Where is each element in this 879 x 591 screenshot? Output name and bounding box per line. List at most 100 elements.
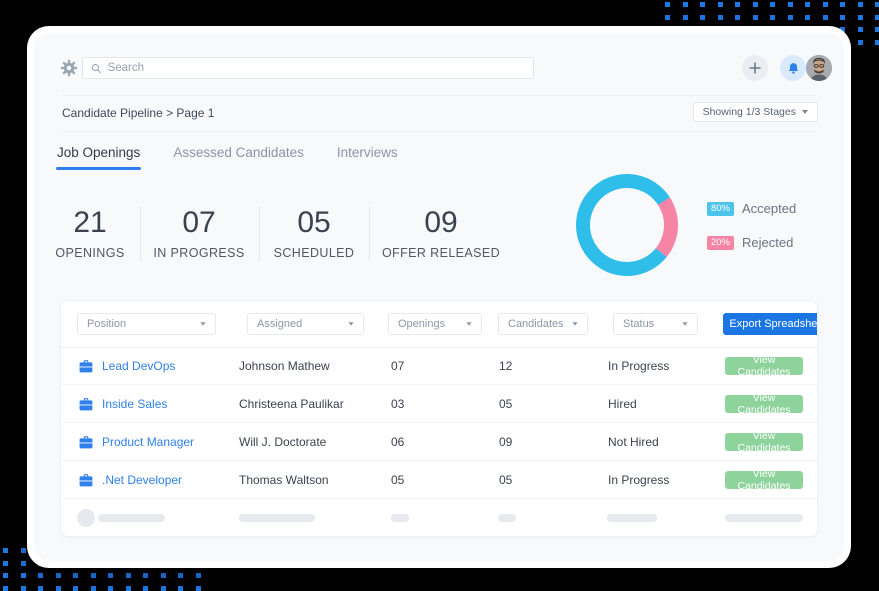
decor-dot — [55, 585, 61, 591]
stages-dropdown[interactable]: Showing 1/3 Stages — [692, 102, 818, 122]
add-button[interactable] — [742, 55, 768, 81]
filter-status[interactable]: Status — [613, 313, 698, 335]
decor-dot — [857, 2, 863, 7]
search-input[interactable] — [107, 62, 525, 74]
tab-assessed-candidates[interactable]: Assessed Candidates — [173, 145, 304, 160]
decor-dot — [195, 573, 201, 578]
decor-dot — [73, 585, 78, 591]
decor-dot — [840, 2, 845, 7]
stat-label: SCHEDULED — [273, 246, 355, 260]
decor-dot — [787, 14, 793, 20]
app-window: Candidate Pipeline > Page 1 Showing 1/3 … — [27, 26, 851, 568]
decor-dot — [822, 14, 828, 20]
candidates-cell: 05 — [499, 397, 513, 411]
notifications-button[interactable] — [780, 55, 806, 81]
offer-outcome-donut-chart — [576, 174, 678, 276]
legend-label: Accepted — [742, 201, 797, 216]
filter-openings[interactable]: Openings — [388, 313, 482, 335]
legend-rejected: 20% Rejected — [707, 235, 793, 250]
position-link[interactable]: Inside Sales — [79, 385, 167, 423]
skeleton-bar — [725, 514, 803, 522]
chevron-down-icon — [682, 322, 688, 326]
decor-dot — [20, 573, 26, 578]
briefcase-icon — [79, 397, 93, 410]
rejected-percent-badge: 20% — [707, 235, 734, 250]
assigned-cell: Thomas Waltson — [239, 473, 329, 487]
openings-cell: 06 — [391, 435, 405, 449]
position-label: Lead DevOps — [102, 359, 176, 373]
view-candidates-button[interactable]: View Candidates — [725, 392, 803, 416]
openings-cell: 03 — [391, 397, 405, 411]
stat-value: 05 — [297, 206, 331, 239]
filter-assigned[interactable]: Assigned — [247, 313, 364, 335]
skeleton-bar — [98, 514, 165, 522]
filter-candidates[interactable]: Candidates — [498, 313, 588, 335]
stat-divider — [369, 207, 370, 261]
decor-dot — [735, 14, 740, 20]
position-link[interactable]: Lead DevOps — [79, 347, 175, 385]
decor-dot — [857, 27, 863, 32]
decor-dot — [875, 27, 879, 32]
chevron-down-icon — [200, 322, 206, 326]
plus-icon — [749, 62, 761, 74]
decor-dot — [805, 2, 810, 7]
decor-dot — [857, 39, 863, 45]
decor-dot — [787, 2, 793, 7]
decor-dot — [143, 585, 148, 591]
decor-dot — [822, 2, 828, 7]
legend-label: Rejected — [742, 235, 794, 250]
filter-label: Candidates — [508, 318, 564, 330]
skeleton-bar — [607, 514, 657, 522]
bell-icon — [788, 62, 798, 74]
view-candidates-button[interactable]: View Candidates — [725, 468, 803, 492]
decor-dot — [875, 2, 879, 7]
table-row: Lead DevOps Johnson Mathew 07 12 In Progress… — [61, 347, 817, 385]
position-link[interactable]: Product Manager — [79, 423, 194, 461]
decor-dot — [805, 14, 810, 20]
position-link[interactable]: .Net Developer — [79, 461, 182, 499]
stat-scheduled: 05 SCHEDULED — [249, 205, 379, 260]
stat-label: OFFER RELEASED — [381, 246, 501, 260]
decor-dot — [160, 573, 166, 578]
divider — [61, 347, 817, 348]
assigned-cell: Christeena Paulikar — [239, 397, 344, 411]
chevron-down-icon — [466, 322, 472, 326]
filter-label: Openings — [398, 318, 446, 330]
tab-bar: Job Openings Assessed Candidates Intervi… — [55, 145, 398, 170]
decor-dot — [3, 560, 8, 566]
user-avatar[interactable] — [806, 55, 832, 81]
divider — [62, 95, 816, 96]
filter-position[interactable]: Position — [77, 313, 216, 335]
decor-dot — [195, 585, 201, 591]
stat-value: 07 — [182, 206, 216, 239]
decor-dot — [682, 2, 688, 7]
stat-value: 09 — [424, 206, 458, 239]
position-label: Product Manager — [102, 435, 195, 449]
decor-dot — [840, 27, 845, 32]
filter-label: Position — [87, 318, 127, 330]
stat-label: IN PROGRESS — [153, 246, 245, 260]
decor-dot — [770, 2, 775, 7]
decor-dot — [857, 14, 863, 20]
accepted-percent-badge: 80% — [707, 201, 734, 216]
view-candidates-button[interactable]: View Candidates — [725, 354, 803, 378]
avatar-image — [806, 55, 832, 81]
skeleton-loading-row — [61, 499, 817, 536]
tab-job-openings[interactable]: Job Openings — [55, 145, 142, 170]
stages-dropdown-label: Showing 1/3 Stages — [702, 106, 796, 118]
settings-gear-icon[interactable] — [60, 59, 78, 77]
filter-label: Assigned — [257, 318, 303, 330]
decor-dot — [735, 2, 740, 7]
export-spreadsheet-button[interactable]: Export Spreadsheet — [723, 313, 817, 335]
filter-label: Status — [623, 318, 655, 330]
tab-interviews[interactable]: Interviews — [336, 145, 398, 160]
decor-dot — [90, 585, 96, 591]
decor-dot — [770, 14, 775, 20]
stat-value: 21 — [73, 206, 107, 239]
assigned-cell: Johnson Mathew — [239, 359, 330, 373]
table-row: .Net Developer Thomas Waltson 05 05 In Progr… — [61, 461, 817, 499]
divider — [62, 131, 816, 132]
status-cell: In Progress — [608, 359, 670, 373]
stat-openings: 21 OPENINGS — [34, 205, 155, 260]
view-candidates-button[interactable]: View Candidates — [725, 430, 803, 454]
